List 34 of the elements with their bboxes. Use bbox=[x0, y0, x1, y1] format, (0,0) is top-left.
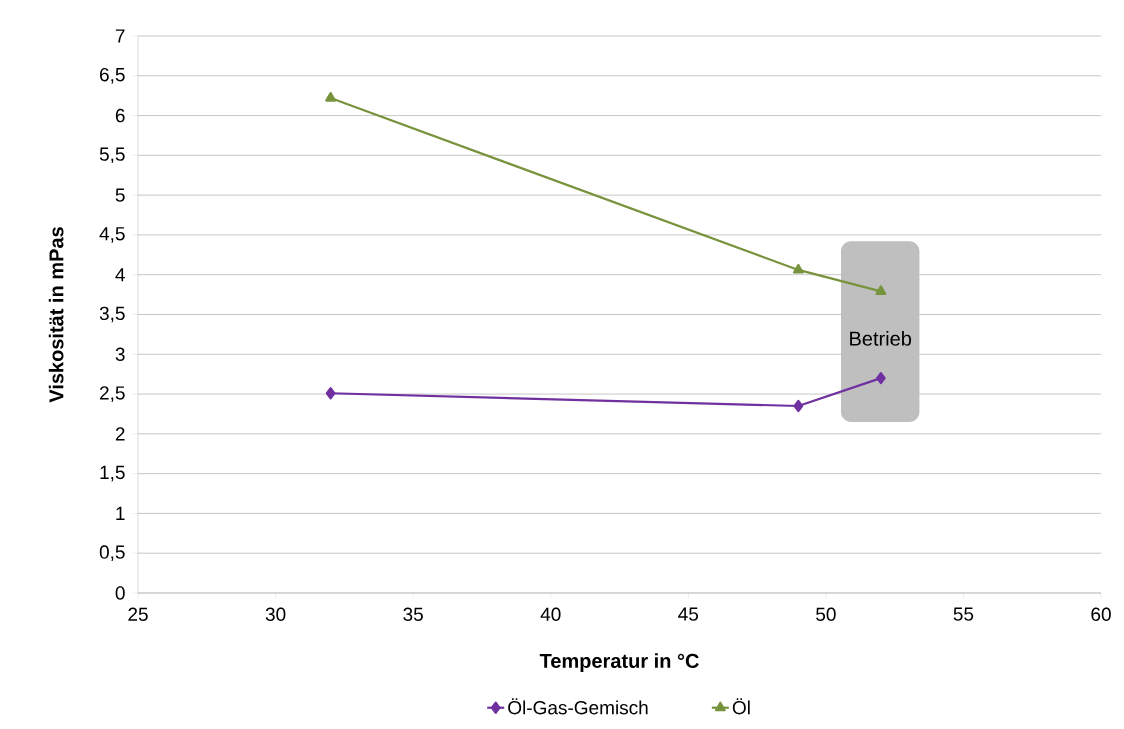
point bbox=[793, 399, 804, 413]
y-tick-label: 0,5 bbox=[99, 545, 125, 562]
point bbox=[325, 387, 336, 400]
y-tick-label: 0 bbox=[115, 586, 125, 600]
x-tick-label: 60 bbox=[1091, 607, 1111, 621]
x-tick-label: 45 bbox=[678, 607, 699, 621]
x-tick-label: 25 bbox=[128, 607, 148, 621]
x-tick-label: 30 bbox=[265, 607, 286, 621]
y-tick-label: 4 bbox=[115, 268, 125, 282]
x-tick-label: 55 bbox=[953, 607, 974, 621]
y-tick-label: 2,5 bbox=[100, 386, 125, 402]
x-axis-title: Temperatur in °C bbox=[539, 653, 699, 672]
y-tick-label: 3,5 bbox=[99, 306, 125, 323]
y-tick-label: 4,5 bbox=[99, 227, 125, 243]
y-tick-label: 5,5 bbox=[99, 147, 125, 164]
legend-label: Öl-Gas-Gemisch bbox=[508, 698, 648, 715]
point bbox=[325, 91, 337, 102]
legend-label: Öl bbox=[732, 698, 750, 715]
band-label: Betrieb bbox=[850, 331, 912, 346]
y-tick-label: 1 bbox=[116, 506, 125, 520]
point bbox=[792, 263, 804, 274]
y-tick-label: 2 bbox=[115, 427, 125, 441]
y-tick-label: 6,5 bbox=[100, 67, 125, 84]
y-tick-label: 5 bbox=[115, 188, 125, 202]
point bbox=[875, 285, 887, 296]
y-tick-label: 3 bbox=[115, 347, 125, 361]
x-tick-label: 40 bbox=[540, 607, 561, 621]
y-tick-label: 7 bbox=[115, 29, 125, 43]
point bbox=[876, 372, 886, 385]
y-axis-title: Viskosität in mPas bbox=[48, 227, 64, 403]
x-tick-label: 35 bbox=[403, 607, 423, 621]
y-tick-label: 1,5 bbox=[100, 465, 125, 482]
y-tick-label: 6 bbox=[115, 108, 125, 123]
x-tick-label: 50 bbox=[816, 607, 836, 621]
